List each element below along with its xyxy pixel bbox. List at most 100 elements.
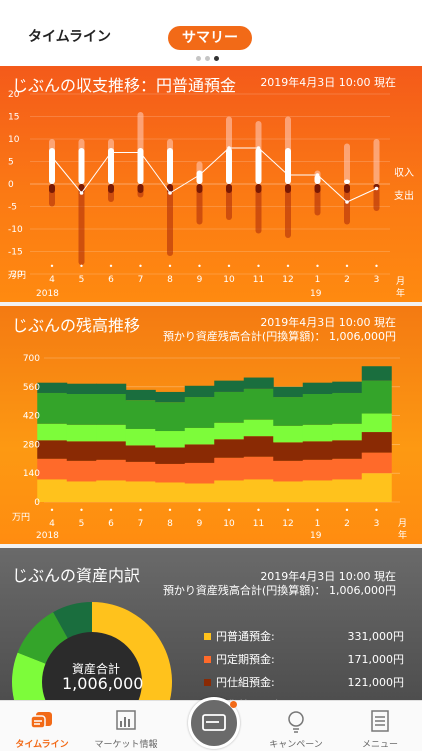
trend-stack-segment [125, 389, 156, 401]
trend-stack-segment [273, 442, 304, 461]
trend-stack-segment [66, 383, 97, 394]
flow-legend-expense: 支出 [394, 189, 414, 202]
flow-xtick-label: 1 [315, 275, 321, 285]
expense-range-bar [167, 184, 173, 256]
flow-xtick-label: 11 [253, 275, 264, 285]
trend-xtick-label: 7 [138, 519, 144, 529]
asset-legend-row: 円普通預金: 331,000円 [204, 626, 404, 646]
trend-stack-segment [214, 422, 245, 440]
trend-stack-segment [184, 397, 215, 428]
page-dot-active [214, 56, 219, 61]
trend-stack-segment [125, 400, 156, 429]
tab-timeline[interactable]: タイムライン [28, 29, 112, 45]
income-bar [344, 179, 350, 184]
nav-campaign[interactable]: キャンペーン [254, 701, 338, 751]
expense-range-bar [78, 184, 85, 265]
expense-bar [314, 184, 321, 193]
trend-stack-segment [96, 383, 127, 394]
trend-stack-segment [96, 480, 127, 502]
trend-month-dot: • [109, 506, 114, 515]
trend-stack-segment [184, 427, 215, 445]
trend-unit: 万円 [12, 512, 30, 523]
asset-donut-chart [12, 602, 172, 700]
expense-bar [196, 184, 203, 193]
trend-xtick-label: 4 [49, 519, 55, 529]
flow-xtick-label: 7 [138, 275, 144, 285]
balance-flow-card[interactable]: じぶんの収支推移：円普通預金 2019年4月3日 10:00 現在 20 15 10… [0, 66, 422, 302]
trend-month-dot: • [315, 506, 320, 515]
center-card-button[interactable] [188, 697, 240, 749]
asset-breakdown-card[interactable]: じぶんの資産内訳 2019年4月3日 10:00 現在 預かり資産残高合計(円換… [0, 548, 422, 712]
nav-market[interactable]: マーケット情報 [84, 701, 168, 751]
net-flow-line [51, 147, 377, 203]
net-flow-point [315, 173, 320, 177]
trend-month-dot: • [79, 506, 84, 515]
flow-month-dot: • [256, 262, 261, 271]
trend-stack-segment [302, 382, 333, 394]
trend-stack-segment [96, 441, 127, 460]
legend-label: 円仕組預金: [216, 676, 275, 689]
tab-summary[interactable]: サマリー [168, 26, 252, 50]
trend-stack-segment [361, 380, 392, 414]
trend-month-dot: • [138, 506, 143, 515]
trend-stack-segment [214, 439, 245, 458]
flow-xtick-label: 2 [344, 275, 350, 285]
flow-year-start: 2018 [36, 289, 59, 299]
nav-timeline[interactable]: タイムライン [0, 701, 84, 751]
trend-stack-segment [361, 366, 392, 381]
trend-xtick-label: 12 [282, 519, 293, 529]
trend-stack-segment [37, 392, 68, 424]
top-header: タイムライン サマリー [0, 0, 422, 66]
asset-total-label: 資産合計 [72, 662, 121, 676]
trend-stack-segment [302, 459, 333, 481]
trend-stack-segment [361, 432, 392, 453]
trend-month-dot: • [168, 506, 173, 515]
trend-ytick-label: 560 [23, 383, 40, 393]
nav-menu[interactable]: メニュー [338, 701, 422, 751]
trend-stack-segment [243, 479, 274, 502]
trend-stack-segment [184, 462, 215, 484]
flow-year-mid: 19 [310, 289, 322, 299]
net-flow-point [79, 191, 84, 195]
page-dot [205, 56, 210, 61]
trend-xtick-label: 9 [197, 519, 203, 529]
trend-stack-segment [125, 481, 156, 502]
balance-trend-card[interactable]: じぶんの残高推移 2019年4月3日 10:00 現在 預かり資産残高合計(円換… [0, 306, 422, 544]
trend-year-label: 年 [398, 529, 407, 541]
expense-range-bar [255, 184, 262, 234]
net-flow-point [227, 146, 231, 150]
flow-month-dot: • [345, 262, 350, 271]
trend-stack-segment [214, 380, 245, 392]
trend-month-dot: • [286, 506, 291, 515]
income-bar [78, 148, 85, 184]
flow-xtick-label: 10 [223, 275, 235, 285]
trend-year-start: 2018 [36, 531, 59, 541]
trend-stack-segment [155, 402, 186, 432]
flow-month-dot: • [227, 262, 232, 271]
trend-stack-segment [155, 391, 186, 403]
trend-month-dot: • [197, 506, 202, 515]
flow-year-label: 年 [396, 287, 405, 299]
expense-range-bar [226, 184, 232, 220]
flow-ytick-label: 0 [8, 180, 14, 190]
asset-breakdown-title: じぶんの資産内訳 [12, 566, 141, 585]
balance-trend-total: 預かり資産残高合計(円換算額)： 1,006,000円 [162, 330, 396, 343]
net-flow-point [109, 150, 113, 155]
income-bar [226, 148, 232, 184]
page-indicator [196, 56, 219, 61]
income-bar [255, 148, 262, 184]
income-bar [314, 175, 321, 184]
asset-breakdown-date: 2019年4月3日 10:00 現在 [260, 570, 396, 583]
flow-month-dot: • [109, 262, 114, 271]
expense-bar [137, 184, 144, 193]
trend-xtick-label: 1 [315, 519, 321, 529]
expense-bar [49, 184, 55, 193]
market-chart-icon [116, 710, 136, 730]
trend-month-dot: • [256, 506, 261, 515]
trend-stack-segment [273, 397, 304, 426]
trend-xtick-label: 11 [253, 519, 264, 529]
income-bar [49, 148, 55, 184]
trend-xtick-label: 2 [344, 519, 350, 529]
legend-swatch [204, 632, 211, 640]
trend-stack-segment [184, 483, 215, 502]
